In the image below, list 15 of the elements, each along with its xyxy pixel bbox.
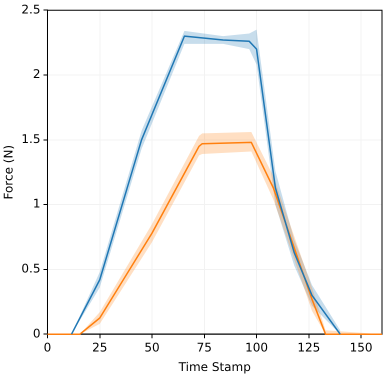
x-tick-label: 100 — [245, 340, 268, 355]
x-tick-label: 75 — [196, 340, 212, 355]
y-tick-label: 0 — [32, 326, 40, 340]
x-tick-label: 50 — [144, 340, 160, 355]
y-tick-label: 1.5 — [21, 132, 40, 146]
y-tick-label: 0.5 — [21, 262, 40, 276]
y-axis-title: Force (N) — [1, 144, 16, 200]
x-tick-label: 125 — [297, 340, 320, 355]
y-tick-label: 2.5 — [21, 2, 40, 16]
y-tick-label: 1 — [32, 196, 40, 211]
x-tick-label: 25 — [92, 340, 108, 355]
x-tick-label: 0 — [44, 340, 52, 355]
x-tick-label: 150 — [350, 340, 373, 355]
y-tick-label: 2 — [32, 67, 40, 82]
x-axis-title: Time Stamp — [178, 360, 251, 374]
